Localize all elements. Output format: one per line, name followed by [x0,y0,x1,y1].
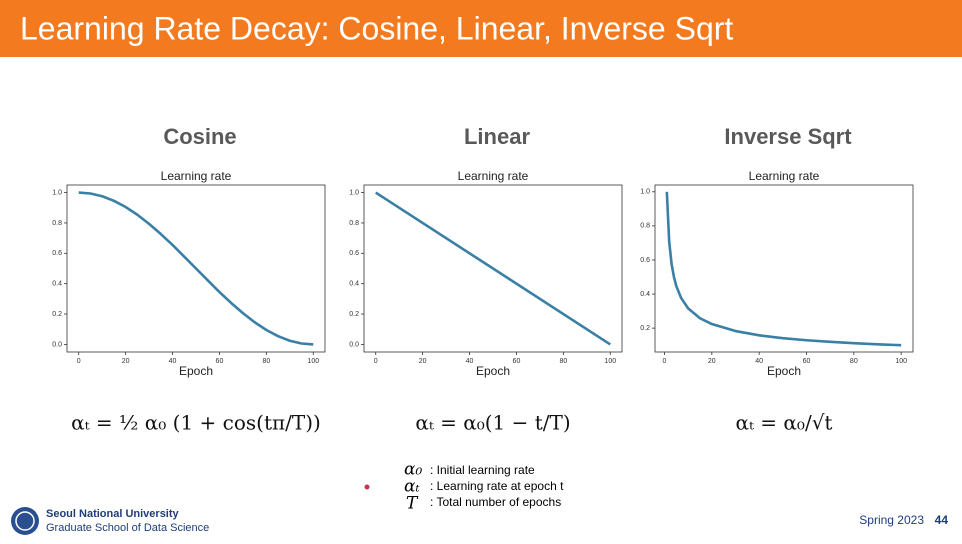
y-tick-label: 0.4 [640,291,650,298]
x-tick-label: 100 [604,358,616,365]
chart-title: Learning rate [161,169,232,183]
header-bar [0,0,962,57]
x-tick-label: 40 [169,358,177,365]
x-tick-label: 0 [663,358,667,365]
chart-title: Learning rate [458,169,529,183]
term: Spring 2023 [859,513,924,527]
legend-block: α₀ : Initial learning rate αₜ : Learning… [364,460,564,514]
line-series [665,191,902,347]
plot-area [654,184,914,353]
footer: Seoul National University Graduate Schoo… [11,507,948,535]
y-tick-label: 1.0 [52,189,62,196]
y-tick-label: 0.2 [52,311,62,318]
x-tick-label: 0 [374,358,378,365]
y-tick-label: 0.4 [52,281,62,288]
x-tick-label: 60 [216,358,224,365]
line-series [375,191,611,346]
x-tick-label: 80 [262,358,270,365]
x-tick-label: 0 [77,358,81,365]
y-tick-label: 0.8 [52,220,62,227]
y-tick-label: 0.8 [349,220,359,227]
formula: αₜ = α₀/√t [736,411,833,435]
y-tick-label: 0.4 [349,281,359,288]
x-tick-label: 20 [419,358,427,365]
y-tick-label: 0.6 [349,250,359,257]
y-tick-label: 1.0 [349,189,359,196]
school-name: Graduate School of Data Science [46,522,209,534]
y-tick-label: 0.0 [52,341,62,348]
x-tick-label: 100 [895,358,907,365]
logo [11,507,39,535]
page-number: 44 [935,513,949,527]
formula: αₜ = α₀(1 − t/T) [415,411,570,435]
chart-title: Learning rate [749,169,820,183]
line-series [78,191,314,346]
bullet [364,484,370,490]
university-name: Seoul National University [46,508,180,520]
formula: αₜ = ½ α₀ (1 + cos(tπ/T)) [71,411,321,435]
legend-symbol: T [406,494,419,514]
y-tick-label: 1.0 [640,189,650,196]
chart-heading: Inverse Sqrt [724,124,852,149]
legend-symbol: α₀ [404,460,422,480]
y-tick-label: 0.2 [349,311,359,318]
x-axis-label: Epoch [179,364,213,378]
chart-heading: Cosine [163,124,236,149]
y-tick-label: 0.8 [640,223,650,230]
x-tick-label: 60 [513,358,521,365]
x-axis-label: Epoch [476,364,510,378]
x-axis-label: Epoch [767,364,801,378]
x-tick-label: 20 [122,358,130,365]
x-tick-label: 40 [466,358,474,365]
y-tick-label: 0.6 [52,250,62,257]
logo-ring [15,511,35,531]
x-tick-label: 80 [850,358,858,365]
legend-text: : Total number of epochs [430,495,561,509]
y-tick-label: 0.6 [640,257,650,264]
x-tick-label: 100 [307,358,319,365]
x-tick-label: 80 [559,358,567,365]
y-tick-label: 0.0 [349,341,359,348]
legend-symbol: αₜ [404,477,420,497]
slide-title: Learning Rate Decay: Cosine, Linear, Inv… [20,10,733,46]
x-tick-label: 60 [803,358,811,365]
chart-heading: Linear [464,124,530,149]
y-tick-label: 0.2 [640,325,650,332]
x-tick-label: 20 [708,358,716,365]
legend-text: : Learning rate at epoch t [430,479,564,493]
legend-text: : Initial learning rate [430,463,535,477]
x-tick-label: 40 [755,358,763,365]
